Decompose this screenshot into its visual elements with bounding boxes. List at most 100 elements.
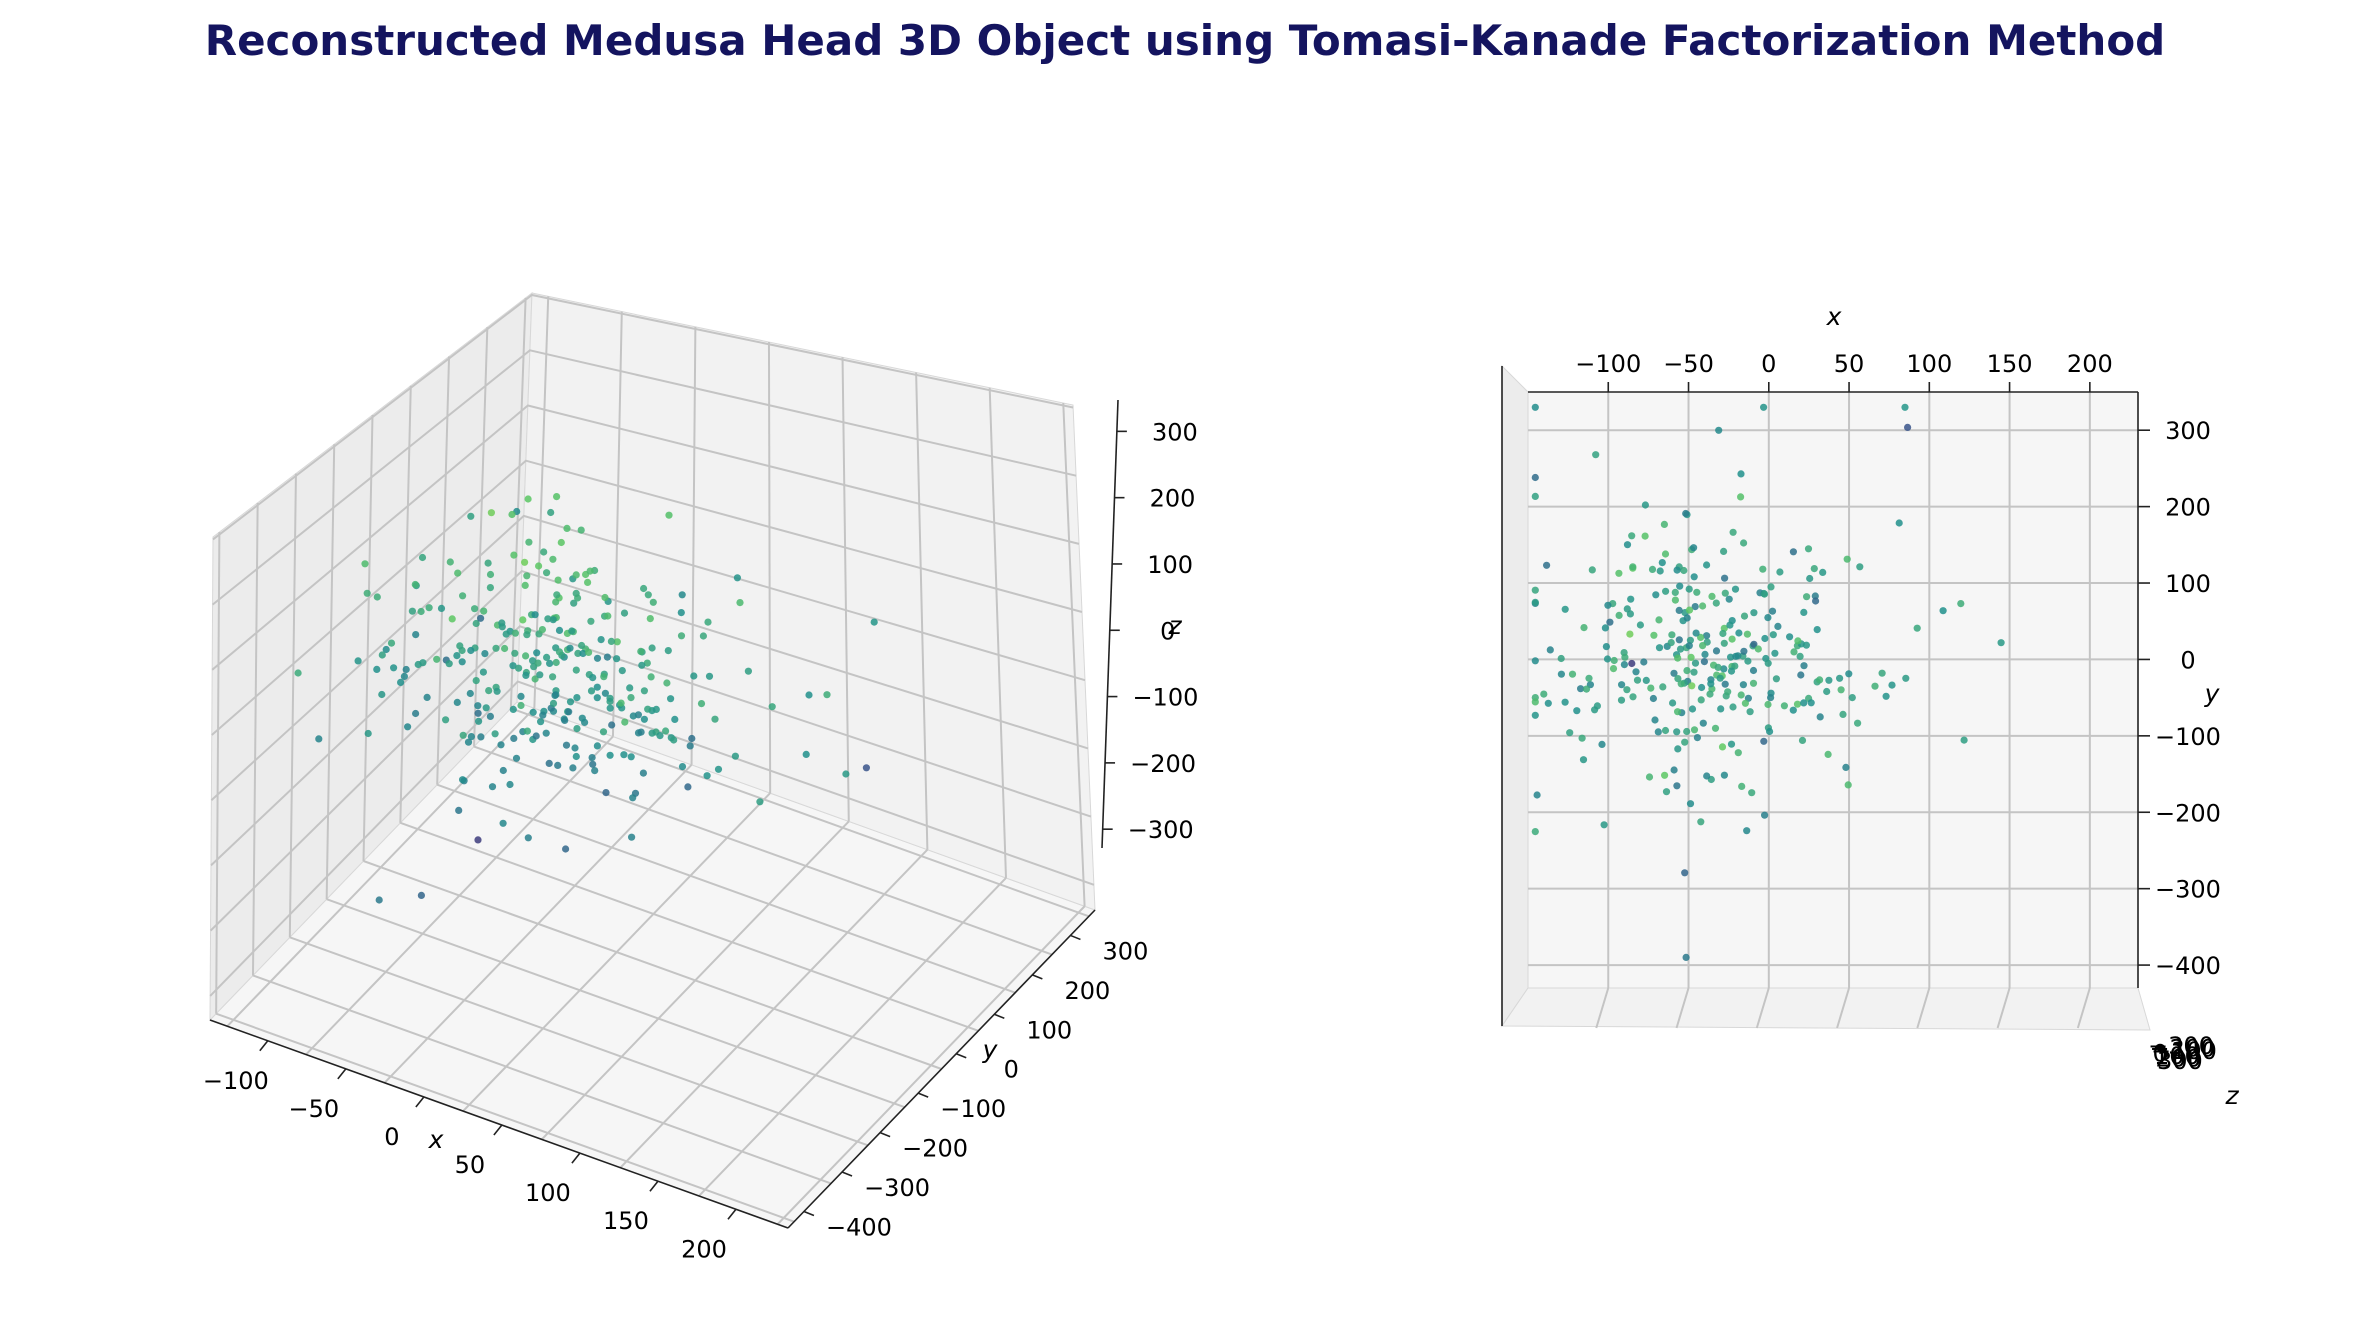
right-data-point (1626, 630, 1634, 638)
left-grid-y (510, 707, 1090, 918)
right-gridlines (1528, 392, 2138, 1029)
right-data-point (1648, 565, 1657, 574)
left-data-point (509, 662, 517, 670)
right-grid-x-strip (1675, 987, 1690, 1029)
right-data-point (1854, 719, 1862, 727)
left-data-point (640, 715, 649, 723)
right-data-point (1901, 403, 1909, 411)
right-data-point (1579, 756, 1588, 764)
right-data-point (1761, 811, 1769, 819)
left-y-tick (841, 1171, 853, 1177)
left-data-point (442, 716, 450, 724)
left-data-point (467, 512, 475, 520)
right-data-point (1685, 642, 1693, 650)
right-data-point (1803, 593, 1811, 601)
right-data-point (1670, 669, 1678, 677)
right-data-point (1617, 696, 1626, 704)
right-data-point (1800, 699, 1808, 707)
right-data-point (1691, 659, 1700, 667)
right-y-tick-label: 200 (2165, 494, 2211, 522)
left-grid-wall-h (210, 514, 1086, 801)
left-data-point (542, 729, 550, 737)
right-data-point (1688, 682, 1696, 690)
left-data-point (627, 694, 635, 702)
left-data-point (620, 751, 628, 759)
right-data-point (1683, 667, 1691, 675)
left-data-point (433, 655, 441, 663)
left-data-point (587, 617, 595, 625)
left-data-point (711, 715, 719, 723)
left-x-tick-label: 150 (603, 1207, 649, 1235)
left-y-axis-label: y (982, 1035, 999, 1064)
right-y-tick-label: −100 (2155, 723, 2221, 751)
left-data-point (543, 569, 551, 577)
left-data-point (523, 572, 531, 580)
right-data-point (1848, 694, 1856, 702)
right-data-point (1623, 541, 1632, 549)
left-data-point (373, 593, 381, 601)
left-data-point (621, 718, 629, 726)
left-grid-wall-v (399, 385, 412, 823)
right-data-point (1642, 676, 1650, 685)
right-data-point (1737, 470, 1745, 478)
right-data-point (1566, 729, 1574, 737)
right-data-point (1682, 953, 1690, 962)
left-data-point (572, 666, 580, 674)
left-data-point (647, 673, 655, 681)
right-data-point (1531, 598, 1539, 606)
right-data-point (1739, 681, 1747, 689)
left-z-tick-label: 200 (1150, 485, 1196, 513)
right-data-point (1810, 565, 1818, 573)
right-data-point (1685, 585, 1693, 593)
left-data-point (524, 834, 532, 842)
right-data-point (1629, 563, 1637, 571)
right-data-point (1748, 789, 1756, 797)
left-grid-y (215, 1012, 795, 1223)
left-data-point (768, 703, 776, 711)
right-data-point (1681, 869, 1689, 877)
left-data-point (497, 741, 505, 749)
right-data-point (1640, 658, 1648, 666)
right-data-point (1602, 643, 1610, 651)
left-data-point (445, 660, 453, 668)
right-data-point (1692, 629, 1700, 637)
left-data-point (671, 715, 679, 724)
left-data-point (467, 733, 475, 741)
left-data-point (454, 569, 462, 577)
right-data-point (1729, 528, 1737, 536)
left-data-point (364, 729, 372, 738)
right-data-point (1768, 607, 1777, 615)
left-panes (209, 291, 1096, 1229)
left-data-point (474, 702, 482, 710)
left-data-point (553, 591, 561, 599)
right-data-point (1661, 550, 1670, 558)
left-data-point (455, 806, 463, 815)
right-data-point (1804, 545, 1813, 553)
left-data-point (390, 664, 398, 672)
left-data-point (361, 560, 369, 568)
left-data-point (705, 672, 714, 680)
left-data-point (606, 704, 614, 712)
left-data-point (471, 605, 479, 613)
right-z-tick-label: 300 (2157, 1047, 2203, 1075)
right-y-tick-label: 100 (2165, 570, 2211, 598)
left-y-tick-label: −200 (902, 1135, 968, 1163)
right-data-point (1786, 633, 1794, 641)
right-data-point (1800, 662, 1808, 670)
right-data-point (1699, 719, 1707, 727)
left-data-point (587, 687, 596, 695)
right-data-point (1895, 519, 1903, 527)
left-data-point (472, 677, 480, 685)
right-data-point (1720, 665, 1728, 673)
left-x-tick-label: 0 (384, 1123, 399, 1151)
right-data-point (1749, 666, 1758, 675)
right-data-point (1750, 640, 1758, 648)
right-data-point (1531, 657, 1539, 665)
left-data-point (601, 593, 609, 602)
left-data-point (525, 538, 533, 546)
right-data-point (1789, 706, 1797, 714)
right-data-point (1823, 687, 1831, 696)
left-data-point (756, 798, 764, 806)
right-data-point (1771, 649, 1779, 657)
left-data-point (477, 733, 485, 741)
